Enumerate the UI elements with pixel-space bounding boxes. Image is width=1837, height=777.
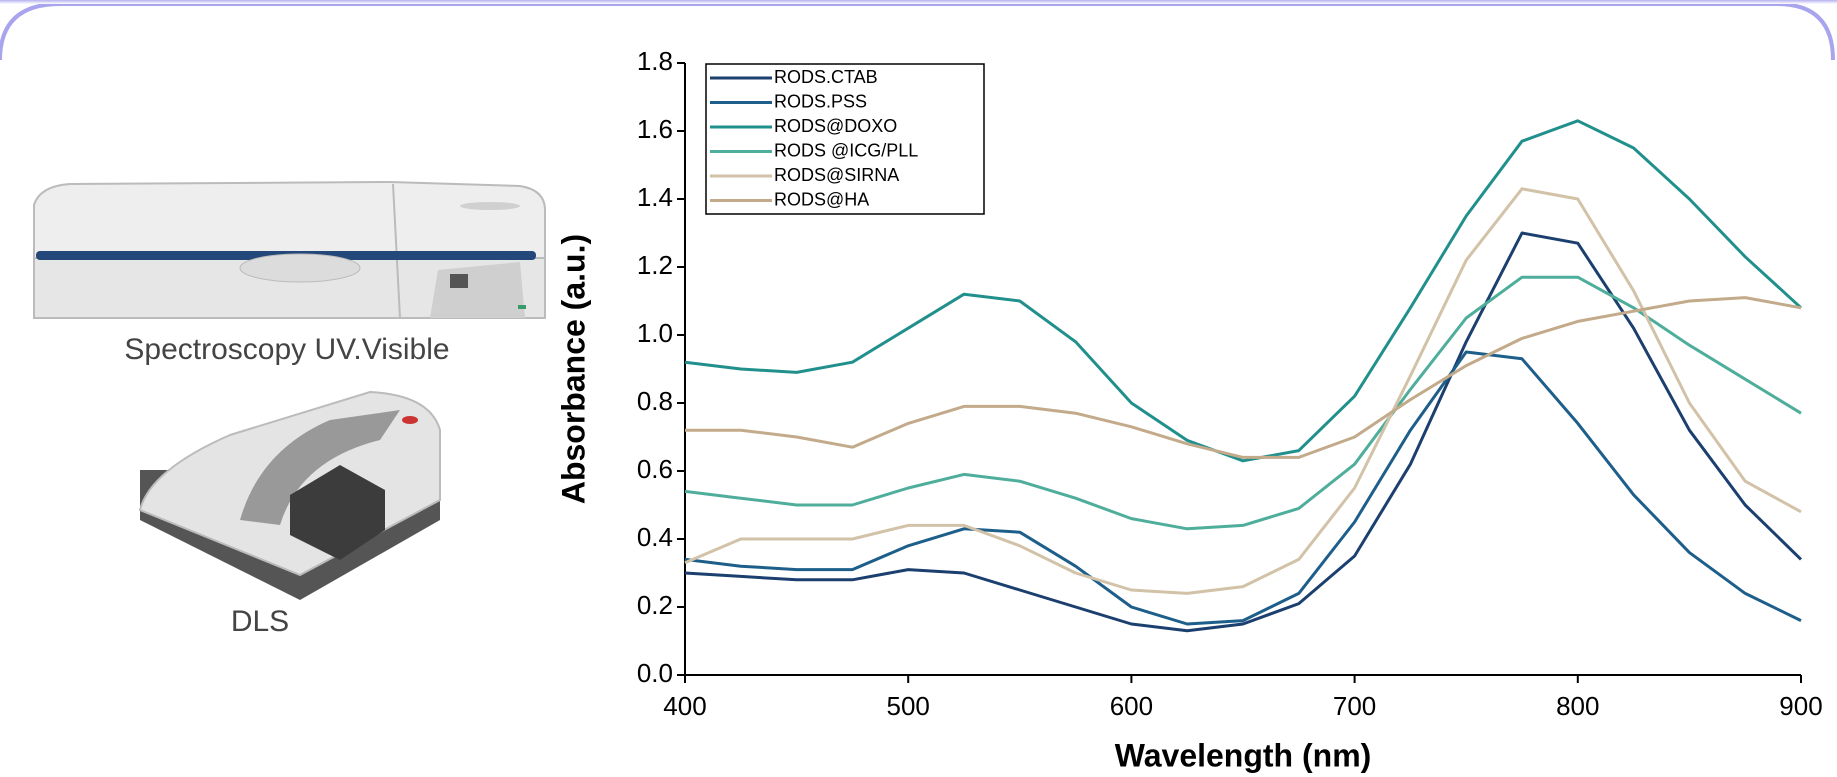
legend-label: RODS@DOXO <box>774 116 897 136</box>
x-tick-label: 600 <box>1110 691 1153 721</box>
y-tick-label: 0.0 <box>637 658 673 688</box>
y-tick-label: 1.6 <box>637 114 673 144</box>
legend-label: RODS @ICG/PLL <box>774 140 918 160</box>
y-tick-label: 1.4 <box>637 182 673 212</box>
figure-label: Spectroscopy UV.Visible <box>124 333 449 366</box>
y-tick-label: 1.8 <box>637 46 673 76</box>
series-line <box>684 231 1803 633</box>
y-tick-label: 1.0 <box>637 318 673 348</box>
legend-label: RODS@HA <box>774 189 869 209</box>
x-tick-label: 400 <box>663 691 706 721</box>
y-axis-title: Absorbance (a.u.) <box>555 234 591 504</box>
legend-label: RODS@SIRNA <box>774 165 899 185</box>
figure-label: DLS <box>231 605 289 638</box>
legend-label: RODS.CTAB <box>774 67 878 87</box>
y-tick-label: 0.8 <box>637 386 673 416</box>
x-axis-title: Wavelength (nm) <box>1115 737 1372 773</box>
x-tick-label: 700 <box>1333 691 1376 721</box>
series-line <box>684 350 1802 626</box>
series-line <box>684 275 1802 531</box>
legend-box <box>705 63 985 215</box>
y-tick-label: 0.6 <box>637 454 673 484</box>
y-tick-label: 0.2 <box>637 590 673 620</box>
x-tick-label: 800 <box>1556 691 1599 721</box>
x-tick-label: 500 <box>887 691 930 721</box>
frame-top <box>0 0 1837 4</box>
series-line <box>684 119 1803 463</box>
dls-illustration <box>138 390 441 600</box>
spectrophotometer-illustration <box>33 180 546 319</box>
y-tick-label: 1.2 <box>637 250 673 280</box>
legend-label: RODS.PSS <box>774 91 867 111</box>
x-tick-label: 900 <box>1779 691 1822 721</box>
series-line <box>684 187 1802 595</box>
y-tick-label: 0.4 <box>637 522 673 552</box>
series-line <box>685 296 1802 459</box>
